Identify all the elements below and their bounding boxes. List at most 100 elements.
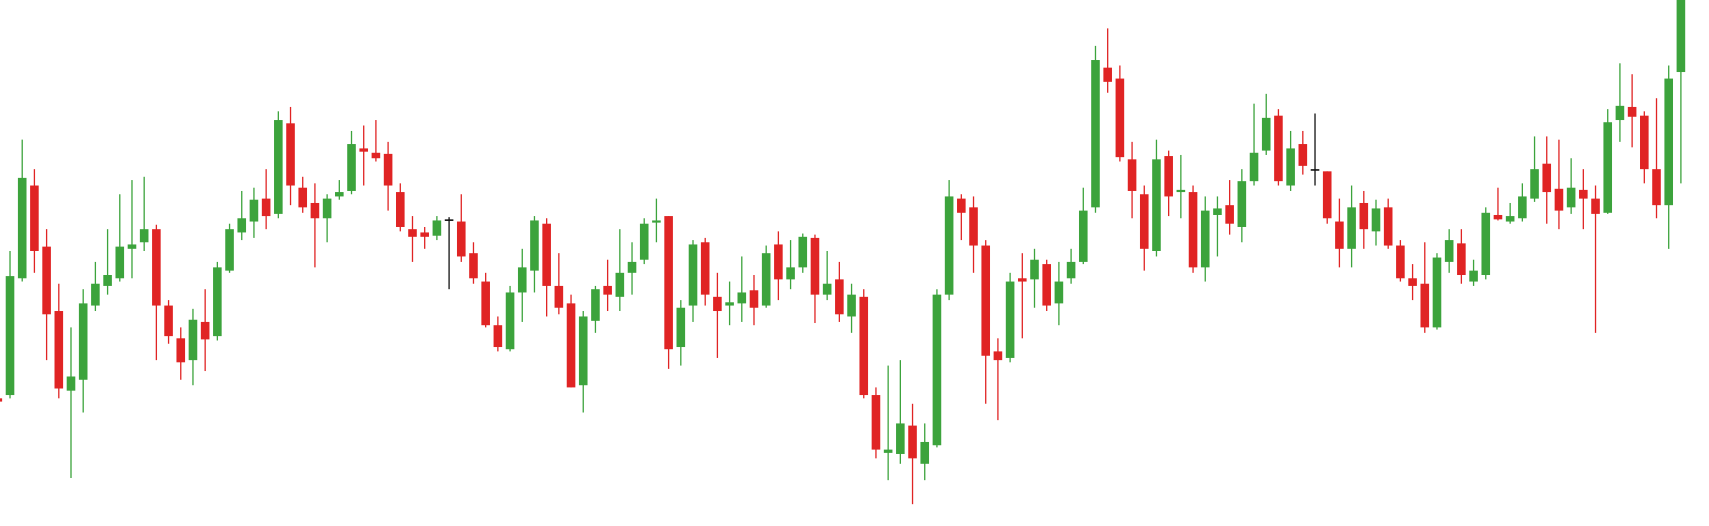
candle-body [395,192,405,227]
candle-body [176,338,186,363]
candle-body [639,223,649,260]
candle-body [664,216,673,350]
candle-body [432,220,442,236]
candle-body [456,221,466,257]
candle-body [1579,189,1588,199]
candle-body [1200,210,1210,268]
candle-body [896,423,905,454]
candle-body [17,177,27,279]
candle-body [883,449,893,453]
candle-body [54,311,64,389]
candle-body [786,267,795,280]
candle-body [1627,106,1637,117]
candle-body [444,219,454,221]
candle-body [42,246,51,315]
candle-body [493,325,503,348]
candle-body [408,229,417,237]
candle-body [225,229,234,271]
candle-body [1591,198,1600,214]
candle-body [469,253,478,279]
candle-body [1469,270,1478,282]
candle-body [1566,187,1576,208]
candle-body [1640,115,1649,170]
candle-body [603,285,612,295]
candle-body [713,296,722,312]
candle-body [1274,115,1283,182]
candle-body [335,192,344,197]
candle-body [1371,208,1381,232]
candle-body [66,376,76,391]
candle-body [1213,208,1222,215]
candle-body [1420,283,1430,328]
candle-body [676,307,686,348]
candle-body [591,289,600,321]
candle-body [237,218,247,233]
candle-body [1505,216,1515,222]
candle-body [1237,181,1247,227]
candle-body [1152,159,1161,251]
candle-body [1664,78,1674,206]
candle-body [420,232,429,237]
candle-body [1432,257,1442,328]
candle-body [481,281,490,326]
candle-body [1103,67,1112,82]
candle-body [103,275,112,286]
candle-body [737,292,747,304]
candle-body [200,321,210,340]
candle-body [578,316,588,386]
candle-body [0,398,3,402]
candle-body [774,244,783,280]
candle-body [1139,194,1149,249]
candle-body [322,198,332,219]
candle-body [908,425,917,459]
candle-body [859,296,869,396]
candle-body [1457,243,1466,276]
candle-body [822,283,832,295]
candle-body [871,395,881,450]
candle-body [1322,171,1332,219]
candle-body [1115,78,1125,158]
candle-body [1347,207,1356,249]
candle-body [993,351,1003,361]
candle-body [542,223,551,286]
candle-body [1603,122,1613,213]
candle-body [957,198,966,213]
candle-body [688,244,698,306]
candle-body [944,196,954,295]
candle-body [1176,189,1186,193]
candle-body [1530,169,1539,199]
candle-body [798,236,808,268]
candle-body [1298,144,1308,166]
candle-body [1164,156,1173,197]
candle-body [1383,207,1393,246]
candle-body [1542,163,1552,193]
candle-body [810,237,820,295]
candle-body [1042,264,1051,306]
candle-body [749,290,759,308]
candle-body [981,245,991,356]
candle-body [91,283,100,306]
candle-body [383,153,393,186]
candle-body [517,267,527,293]
candle-body [652,220,661,223]
candle-body [213,267,222,337]
candle-body [1030,259,1039,280]
candle-body [530,220,539,271]
candle-body [359,148,369,152]
candle-body [298,187,308,208]
candle-body [835,279,844,315]
candle-body [566,303,576,388]
candle-body [761,253,771,306]
candle-body [920,441,930,464]
candle-body [1493,214,1503,220]
candle-body [1005,281,1015,358]
candle-body [1444,240,1454,262]
candle-body [1286,148,1295,186]
candle-body [78,303,88,380]
candle-body [152,229,161,306]
candle-body [249,199,259,222]
candle-body [30,185,39,251]
candle-body [1396,245,1405,279]
